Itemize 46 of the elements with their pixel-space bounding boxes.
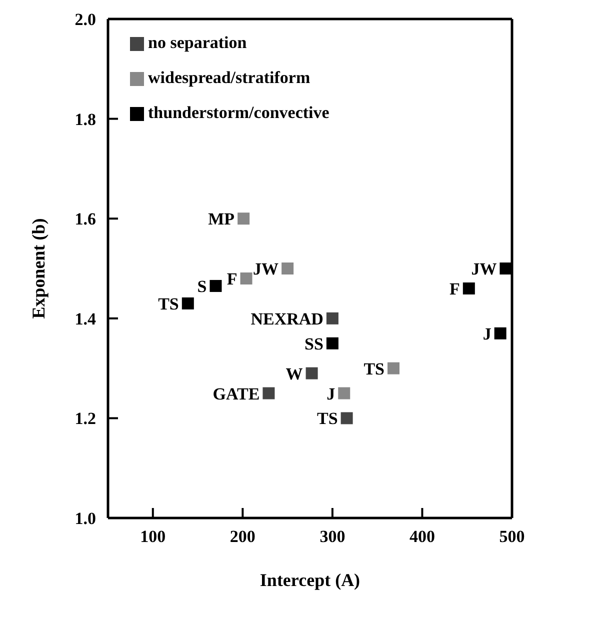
- y-tick-label: 1.8: [74, 110, 96, 129]
- annotation: S: [197, 277, 207, 296]
- point: [387, 362, 400, 374]
- annotation: F: [450, 279, 460, 298]
- annotation: GATE: [212, 384, 260, 404]
- x-tick-label: 300: [320, 527, 346, 546]
- y-tick-label: 1.2: [74, 409, 96, 428]
- point: [262, 387, 275, 400]
- point: [238, 212, 250, 225]
- x-tick-label: 500: [499, 527, 525, 546]
- y-tick-label: 1.0: [74, 509, 96, 528]
- x-axis-title: Intercept (A): [260, 570, 360, 590]
- point: [340, 412, 353, 424]
- point: [282, 262, 294, 274]
- point: [500, 262, 512, 274]
- point: [210, 280, 222, 292]
- annotation: JW: [253, 260, 279, 279]
- y-tick-label: 2.0: [74, 10, 96, 30]
- point: [494, 327, 506, 340]
- y-tick-label: 1.6: [74, 210, 96, 229]
- x-tick-label: 400: [409, 527, 435, 546]
- point: [326, 312, 338, 324]
- annotation: TS: [158, 294, 179, 314]
- y-tick-label: 1.4: [74, 309, 96, 328]
- annotation: MP: [208, 210, 235, 229]
- annotation: J: [326, 384, 336, 404]
- x-tick-label: 200: [230, 527, 256, 546]
- annotation: TS: [317, 409, 338, 428]
- y-axis-title: Exponent (b): [28, 218, 48, 319]
- point: [306, 367, 318, 380]
- annotation: JW: [471, 260, 497, 279]
- point: [338, 387, 350, 400]
- annotation: F: [226, 270, 238, 289]
- x-tick-label: 100: [140, 527, 166, 546]
- point: [240, 272, 252, 284]
- annotation: SS: [304, 334, 324, 354]
- annotation: W: [286, 364, 303, 384]
- annotation: TS: [364, 359, 384, 378]
- annotation: J: [482, 324, 492, 344]
- annotation: NEXRAD: [250, 309, 324, 328]
- point: [182, 297, 194, 310]
- legend-label: no separation: [148, 33, 247, 52]
- point: [326, 337, 338, 350]
- legend-label: widespread/stratiform: [148, 68, 310, 87]
- legend-label: thunderstorm/convective: [148, 103, 330, 122]
- point: [462, 282, 475, 294]
